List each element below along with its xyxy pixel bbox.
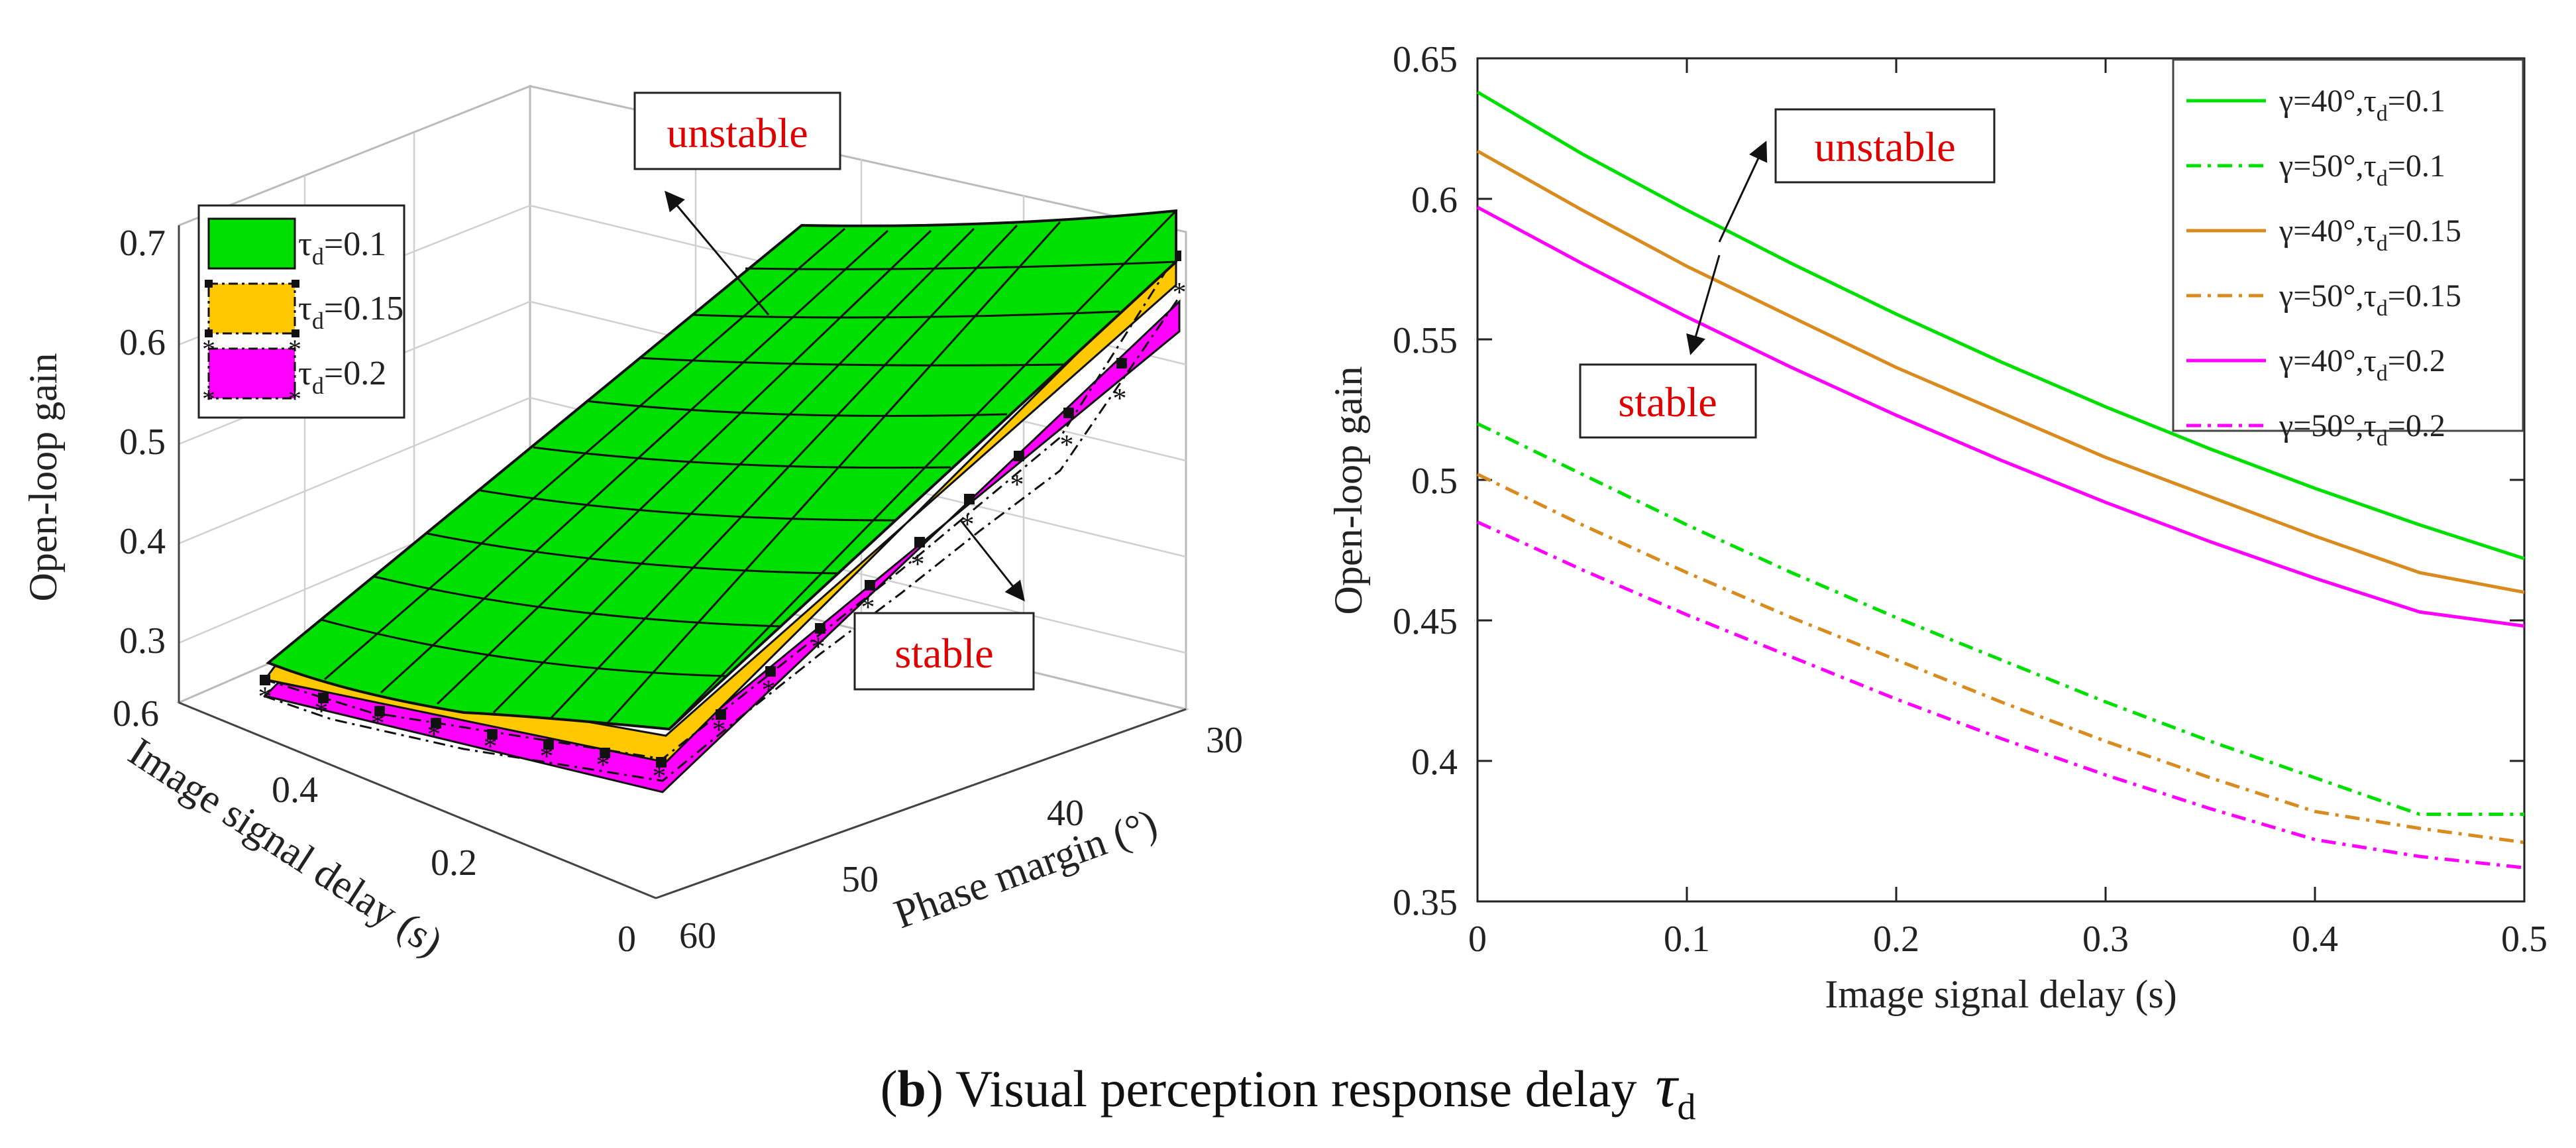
x-tick-label: 0.4	[272, 770, 318, 811]
svg-text:stable: stable	[894, 630, 993, 677]
svg-text:*: *	[1113, 384, 1127, 414]
x-tick-label: 0.2	[431, 842, 477, 884]
caption-label: b	[897, 1060, 926, 1118]
y-tick-label: 0.4	[1411, 742, 1458, 783]
legend-swatch-tau-0.15	[207, 282, 296, 335]
series-line-4	[1476, 473, 2525, 844]
arrow-unstable-3d	[665, 190, 770, 316]
x-tick-label: 0.5	[2501, 919, 2548, 960]
x-tick-label: 0	[1468, 919, 1487, 960]
legend-swatch-tau-0.1	[207, 217, 296, 270]
svg-text:unstable: unstable	[1814, 123, 1955, 170]
y-axis-line	[655, 708, 1187, 899]
svg-text:*: *	[1010, 470, 1024, 500]
figure-caption: (b) Visual perception response delay τd	[880, 1052, 1696, 1128]
x-tick-labels-3d: 0 0.2 0.4 0.6	[113, 693, 636, 960]
y-tick-label: 40	[1047, 793, 1084, 834]
svg-text:*: *	[762, 675, 776, 706]
arrow-stable-3d	[959, 520, 1025, 602]
svg-text:*: *	[202, 384, 215, 414]
y-axis-label-3d: Phase margin (°)	[888, 801, 1163, 937]
legend-swatch-tau-0.2	[207, 347, 296, 400]
series-line-2	[1476, 422, 2524, 817]
annotation-stable: stable	[1579, 363, 1757, 439]
y-tick-label: 50	[841, 859, 879, 900]
x-tick-label: 0.3	[2082, 919, 2129, 960]
legend-label-5: γ=40°,τd=0.2	[2279, 343, 2445, 386]
z-tick-label: 0.5	[119, 422, 166, 463]
legend-label-tau-0.1: τd=0.1	[298, 225, 386, 270]
x-tick-label: 0.4	[2292, 919, 2338, 960]
legend-label-6: γ=50°,τd=0.2	[2279, 408, 2445, 451]
caption-symbol: τd	[1655, 1052, 1696, 1128]
legend-label-3: γ=40°,τd=0.15	[2279, 213, 2461, 256]
series-line-3	[1476, 149, 2525, 595]
svg-text:*: *	[712, 715, 726, 746]
svg-text:*: *	[288, 334, 301, 364]
x-tick-label: 0.2	[1873, 919, 1919, 960]
y-tick-label: 0.5	[1411, 461, 1458, 502]
axis-ticks-2d: 0 0.1 0.2 0.3 0.4 0.5 0.35 0.4 0.45 0.5 0.55 0.6 0.6…	[1393, 39, 2548, 960]
z-tick-labels: 0.3 0.4 0.5 0.6 0.7	[119, 223, 166, 661]
surface-tau-0.15-markers	[260, 251, 1181, 768]
x-axis-label: Image signal delay (s)	[1825, 972, 2176, 1016]
y-tick-label: 0.65	[1393, 39, 1458, 80]
svg-text:*: *	[653, 762, 667, 792]
svg-text:*: *	[315, 697, 329, 727]
z-axis-label: Open-loop gain	[21, 353, 65, 602]
legend-3d: * * * * τd=0.1 τd=0.15 τd=0.2	[197, 204, 405, 419]
y-tick-label: 30	[1206, 720, 1243, 761]
svg-text:unstable: unstable	[667, 109, 808, 156]
y-tick-label: 0.55	[1393, 320, 1458, 361]
svg-text:*: *	[288, 384, 301, 414]
legend-label-4: γ=50°,τd=0.15	[2279, 278, 2461, 321]
svg-text:*: *	[911, 549, 925, 580]
legend-label-tau-0.15: τd=0.15	[298, 290, 403, 334]
arrow-unstable	[1718, 141, 1768, 243]
surface-tau-0.2-edge	[263, 296, 1181, 782]
series-line-6	[1476, 520, 2525, 870]
annotation-stable-3d: stable	[853, 612, 1035, 691]
caption-text: Visual perception response delay	[943, 1060, 1637, 1118]
svg-text:stable: stable	[1618, 378, 1717, 426]
svg-text:*: *	[1060, 430, 1074, 461]
y-axis-label: Open-loop gain	[1326, 367, 1370, 615]
legend-label-2: γ=50°,τd=0.1	[2279, 148, 2445, 191]
series-line-1	[1476, 90, 2525, 561]
z-tick-label: 0.4	[119, 521, 166, 562]
z-tick-label: 0.3	[119, 620, 166, 661]
x-axis-line	[178, 701, 657, 899]
line-plot-2d: 0 0.1 0.2 0.3 0.4 0.5 0.35 0.4 0.45 0.5 0.55 0.6 0.6…	[1326, 39, 2548, 1016]
z-tick-label: 0.6	[119, 322, 166, 363]
annotation-unstable-3d: unstable	[633, 91, 841, 170]
y-tick-label: 0.35	[1393, 882, 1458, 923]
y-tick-labels-3d: 30 40 50 60	[679, 720, 1243, 956]
legend-label-1: γ=40°,τd=0.1	[2279, 84, 2445, 126]
series-lines	[1476, 90, 2525, 870]
surface-tau-0.15-edge	[263, 255, 1177, 760]
svg-text:*: *	[258, 682, 272, 713]
z-tick-label: 0.7	[119, 223, 166, 264]
legend-label-tau-0.2: τd=0.2	[298, 355, 386, 399]
x-tick-label: 0.1	[1664, 919, 1710, 960]
y-tick-label: 0.6	[1411, 180, 1458, 221]
y-tick-label: 0.45	[1393, 601, 1458, 642]
svg-text:*: *	[202, 334, 215, 364]
surface-plot-3d: * * * * * * * ** *** *** ***	[21, 84, 1243, 965]
x-tick-label: 0.6	[113, 693, 159, 734]
annotation-unstable: unstable	[1774, 108, 1996, 184]
legend-2d: γ=40°,τd=0.1 γ=50°,τd=0.1 γ=40°,τd=0.15 γ=5…	[2172, 58, 2524, 451]
arrow-stable	[1686, 255, 1721, 355]
series-line-5	[1476, 205, 2525, 628]
x-tick-label: 0	[617, 919, 636, 960]
svg-text:*: *	[812, 632, 826, 663]
y-tick-label: 60	[679, 915, 716, 956]
